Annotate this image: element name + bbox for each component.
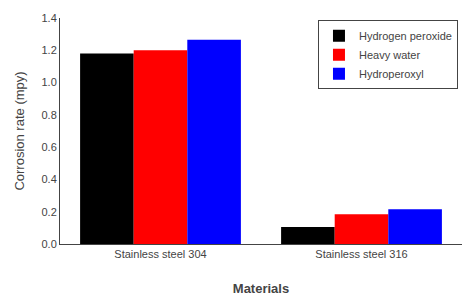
svg-text:Corrosion rate (mpy): Corrosion rate (mpy) xyxy=(12,71,27,190)
svg-text:0.8: 0.8 xyxy=(42,109,57,121)
svg-text:Stainless steel 304: Stainless steel 304 xyxy=(114,248,206,260)
svg-text:Heavy water: Heavy water xyxy=(359,49,420,61)
svg-text:1.4: 1.4 xyxy=(42,12,57,24)
svg-text:Stainless steel 316: Stainless steel 316 xyxy=(315,248,407,260)
svg-text:Materials: Materials xyxy=(233,281,289,296)
svg-text:1.0: 1.0 xyxy=(42,76,57,88)
svg-text:1.2: 1.2 xyxy=(42,44,57,56)
svg-text:0.2: 0.2 xyxy=(42,206,57,218)
svg-text:0.4: 0.4 xyxy=(42,173,57,185)
svg-text:Hydrogen peroxide: Hydrogen peroxide xyxy=(359,30,452,42)
svg-text:0.0: 0.0 xyxy=(42,238,57,250)
svg-text:0.6: 0.6 xyxy=(42,141,57,153)
svg-text:Hydroperoxyl: Hydroperoxyl xyxy=(359,68,424,80)
